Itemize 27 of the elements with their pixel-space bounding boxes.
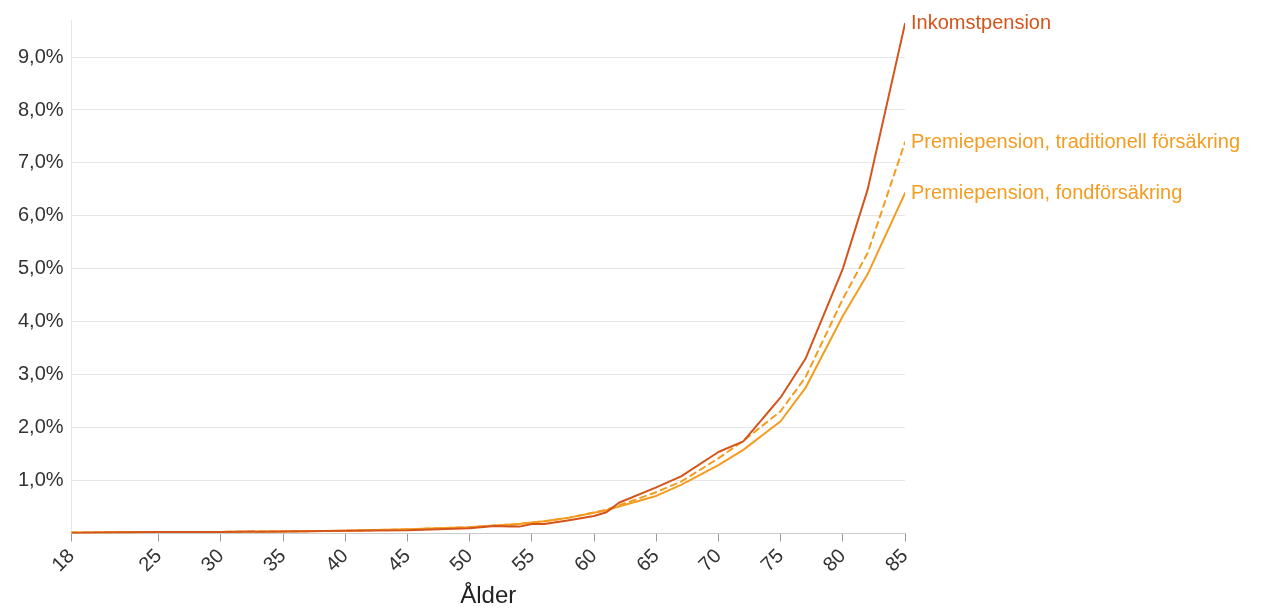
- y-tick-label: 1,0%: [17, 468, 64, 491]
- x-tick-label: 40: [320, 544, 352, 576]
- y-tick-label: 3,0%: [17, 362, 64, 385]
- x-tick-label: 75: [756, 544, 788, 576]
- x-tick-label: 50: [445, 544, 477, 576]
- x-tick-label: 80: [818, 544, 850, 576]
- x-tick-label: 70: [693, 544, 726, 576]
- series-label: Inkomstpension: [911, 11, 1052, 34]
- x-tick-label: 85: [880, 544, 912, 576]
- x-tick-label: 35: [258, 544, 290, 576]
- x-tick-label: 18: [47, 544, 79, 576]
- y-tick-label: 6,0%: [17, 203, 64, 226]
- series-label: Premiepension, traditionell försäkring: [911, 129, 1241, 152]
- x-tick-label: 45: [382, 544, 415, 576]
- y-tick-label: 8,0%: [17, 97, 64, 120]
- y-tick-label: 5,0%: [17, 256, 64, 279]
- y-tick-label: 9,0%: [17, 44, 64, 67]
- y-tick-label: 2,0%: [17, 415, 64, 438]
- x-tick-label: 60: [569, 544, 601, 576]
- x-tick-label: 55: [507, 544, 539, 576]
- x-axis-title: Ålder: [460, 581, 517, 609]
- y-tick-label: 4,0%: [17, 309, 64, 332]
- x-tick-label: 25: [134, 544, 166, 576]
- x-tick-label: 65: [631, 544, 663, 576]
- y-tick-label: 7,0%: [17, 150, 64, 173]
- series-label: Premiepension, fondförsäkring: [911, 180, 1183, 203]
- x-tick-label: 30: [196, 544, 228, 576]
